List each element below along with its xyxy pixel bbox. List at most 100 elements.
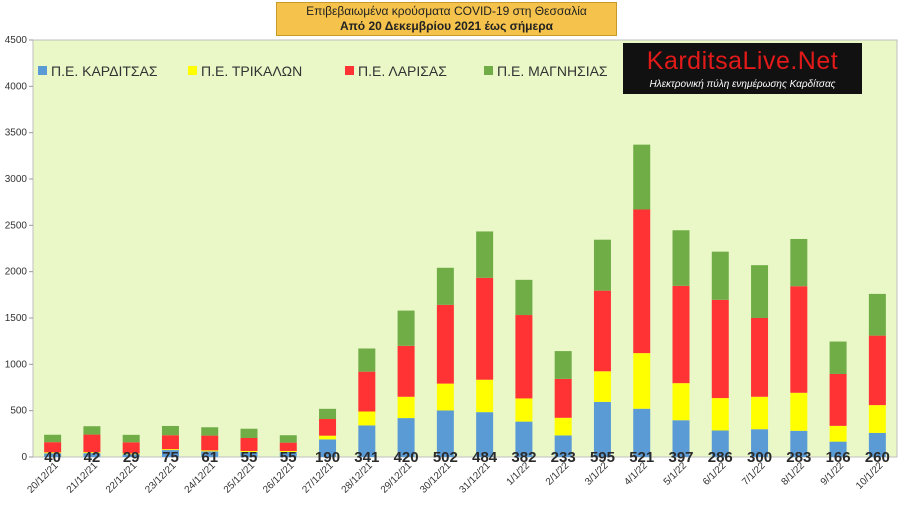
y-tick-label: 3000	[5, 174, 28, 185]
bar-segment	[83, 434, 101, 453]
data-label: 283	[786, 449, 811, 466]
bar-segment	[83, 426, 101, 435]
bar-segment	[397, 310, 415, 346]
bar-segment	[240, 428, 258, 439]
bar-segment	[751, 429, 769, 457]
y-tick-label: 4500	[5, 35, 28, 46]
bar-segment	[319, 419, 337, 436]
data-label: 595	[590, 449, 615, 466]
bar-segment	[476, 277, 494, 380]
data-label: 420	[394, 449, 419, 466]
x-tick-label: 21/12/21	[65, 460, 101, 496]
bar-segment	[161, 450, 179, 457]
bar-segment	[829, 441, 847, 457]
bar-segment	[201, 427, 219, 436]
y-tick-label: 1500	[5, 313, 28, 324]
bar-segment	[711, 430, 729, 457]
logo-text: KarditsaLive.Net	[646, 47, 839, 75]
bar-segment	[633, 353, 651, 409]
data-label: 40	[44, 449, 61, 466]
bar-segment	[711, 251, 729, 300]
bar-segment	[122, 434, 140, 443]
bar-segment	[751, 396, 769, 430]
data-label: 75	[162, 449, 179, 466]
bar-segment	[751, 318, 769, 397]
legend-label: Π.Ε. ΛΑΡΙΣΑΣ	[358, 63, 447, 79]
bar-segment	[593, 401, 611, 457]
x-tick-label: 23/12/21	[143, 460, 179, 496]
bar-segment	[554, 417, 572, 436]
bar-segment	[829, 341, 847, 374]
bar-segment	[83, 452, 101, 454]
bar-segment	[397, 418, 415, 457]
bar-segment	[240, 438, 258, 451]
bar-segment	[593, 290, 611, 372]
bar-segment	[476, 379, 494, 413]
bar-segment	[319, 435, 337, 440]
bar-segment	[319, 408, 337, 420]
x-tick-label: 26/12/21	[261, 460, 297, 496]
bar-segment	[829, 425, 847, 442]
bar-segment	[868, 405, 886, 433]
y-tick-label: 1000	[5, 359, 28, 370]
bar-segment	[358, 348, 376, 372]
bar-segment	[358, 425, 376, 457]
data-label: 233	[551, 449, 576, 466]
y-tick-label: 2500	[5, 220, 28, 231]
logo-subtitle: Ηλεκτρονική πύλη ενημέρωσης Καρδίτσας	[649, 79, 836, 90]
axes: 0 500 1000 1500 2000 2500 3000 3500 4000 4500	[5, 35, 33, 463]
bar-segment	[436, 410, 454, 457]
data-label: 521	[629, 449, 654, 466]
data-label: 286	[708, 449, 733, 466]
legend-swatch	[38, 66, 47, 75]
y-tick-label: 2000	[5, 267, 28, 278]
bar-segment	[161, 435, 179, 450]
x-tick-label: 20/12/21	[25, 460, 61, 496]
bar-segment	[240, 450, 258, 452]
bar-segment	[711, 398, 729, 431]
bar-segment	[868, 293, 886, 336]
bar-segment	[44, 452, 62, 454]
bar-segment	[554, 435, 572, 457]
bar-segment	[436, 383, 454, 411]
bar-segment	[672, 383, 690, 421]
bar-segment	[633, 408, 651, 457]
bar-segment	[201, 435, 219, 451]
bar-segment	[358, 411, 376, 426]
data-label: 55	[280, 449, 297, 466]
legend-label: Π.Ε. ΜΑΓΝΗΣΙΑΣ	[497, 63, 608, 79]
bar-segment	[358, 371, 376, 412]
bar-segment	[672, 230, 690, 286]
bar-segment	[279, 451, 297, 457]
legend-swatch	[345, 66, 354, 75]
data-label: 61	[201, 449, 218, 466]
bar-segment	[633, 209, 651, 354]
data-label: 42	[84, 449, 101, 466]
bar-segment	[829, 373, 847, 426]
bar-segment	[515, 398, 533, 422]
bar-segment	[279, 450, 297, 452]
bar-segment	[515, 315, 533, 399]
data-label: 300	[747, 449, 772, 466]
legend-label: Π.Ε. ΤΡΙΚΑΛΩΝ	[201, 63, 302, 79]
chart-title-box: Επιβεβαιωμένα κρούσματα COVID-19 στη Θεσ…	[276, 2, 617, 36]
bar-segment	[122, 453, 140, 455]
x-tick-label: 25/12/21	[222, 460, 258, 496]
bar-segment	[868, 432, 886, 457]
data-label: 382	[511, 449, 536, 466]
legend: Π.Ε. ΚΑΡΔΙΤΣΑΣ Π.Ε. ΤΡΙΚΑΛΩΝ Π.Ε. ΛΑΡΙΣΑΣ Π…	[38, 63, 608, 79]
bar-segment	[790, 430, 808, 457]
bar-segment	[593, 371, 611, 402]
data-label: 484	[472, 449, 498, 466]
y-tick-label: 3500	[5, 128, 28, 139]
bar-segment	[554, 351, 572, 379]
bar-segment	[515, 421, 533, 457]
bar-segment	[593, 239, 611, 291]
bar-segment	[201, 451, 219, 457]
bar-segment	[672, 420, 690, 457]
legend-label: Π.Ε. ΚΑΡΔΙΤΣΑΣ	[51, 63, 158, 79]
chart-subtitle: Από 20 Δεκεμβρίου 2021 έως σήμερα	[339, 19, 554, 33]
